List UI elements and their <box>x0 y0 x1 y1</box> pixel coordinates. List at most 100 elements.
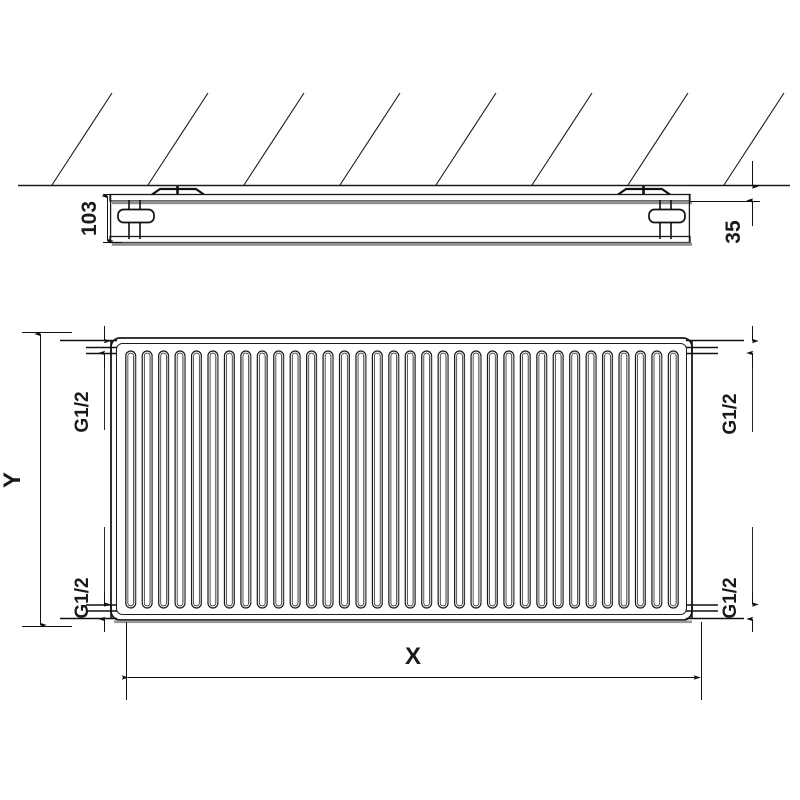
radiator-fin-inner <box>653 352 661 607</box>
dimension-thread-top-right: G1/2 <box>720 326 759 435</box>
radiator-fin-shadow <box>265 355 268 604</box>
radiator-fin-shadow <box>380 355 383 604</box>
radiator-fin-inner <box>357 352 365 607</box>
radiator-fin-shadow <box>216 355 218 604</box>
radiator-fin-inner <box>275 352 282 607</box>
connection-stub-top-right <box>686 339 744 355</box>
radiator-fin-shadow <box>314 355 317 604</box>
radiator-fin-inner <box>259 352 266 607</box>
connection-stub-bottom-right <box>686 604 744 620</box>
radiator-fin-inner <box>127 352 134 607</box>
wall-hatch-group <box>51 92 785 186</box>
radiator-fin-inner <box>637 352 644 607</box>
dimension-width-x: X <box>121 622 702 700</box>
dimension-thread-bottom-right: G1/2 <box>720 527 759 632</box>
wall-hatch-line <box>51 92 113 186</box>
bottom-panel-shadow <box>112 242 692 246</box>
radiator-fin-shadow <box>150 355 153 604</box>
radiator-fin-shadow <box>166 355 169 604</box>
radiator-fin-inner <box>390 352 397 607</box>
radiator-fin-inner <box>472 352 480 607</box>
radiator-fin-inner <box>620 352 628 607</box>
radiator-fin-shadow <box>545 355 547 604</box>
thread-label-top-right: G1/2 <box>720 393 741 434</box>
nipple-body <box>117 208 155 224</box>
radiator-fin-shadow <box>397 355 399 604</box>
radiator-fin-shadow <box>577 355 580 604</box>
radiator-fin-shadow <box>364 355 366 604</box>
radiator-fin-shadow <box>610 355 613 604</box>
radiator-fin-inner <box>143 352 151 607</box>
wall-hatch-line <box>627 92 689 186</box>
dimension-y-label: Y <box>0 472 26 488</box>
radiator-fin-shadow <box>413 355 416 604</box>
wall-hatch-line <box>531 92 593 186</box>
radiator-fin-shadow <box>479 355 481 604</box>
radiator-fin-inner <box>242 352 249 607</box>
radiator-fin-inner <box>209 352 217 607</box>
connection-nipple-left <box>117 200 155 239</box>
dimension-height-y: Y <box>0 331 72 628</box>
thread-label-bottom-right: G1/2 <box>720 577 741 618</box>
thread-label-top-left: G1/2 <box>72 391 93 432</box>
radiator-fin-inner <box>176 352 184 607</box>
radiator-fin-shadow <box>199 355 202 604</box>
bottom-panel-plate <box>109 235 691 244</box>
radiator-fin-inner <box>407 352 414 607</box>
shell-bottom-shadow <box>114 620 692 624</box>
radiator-fin-inner <box>308 352 315 607</box>
radiator-fin-shadow <box>495 355 498 604</box>
radiator-fin-inner <box>291 352 299 607</box>
radiator-fin-shadow <box>528 355 531 604</box>
radiator-fin-inner <box>160 352 167 607</box>
radiator-fin-shadow <box>643 355 646 604</box>
radiator-fin-shadow <box>331 355 333 604</box>
dimension-35-label: 35 <box>722 220 745 244</box>
wall-hatch-line <box>339 92 401 186</box>
radiator-fin-shadow <box>232 355 235 604</box>
radiator-fin-inner <box>538 352 545 607</box>
radiator-fin-inner <box>670 352 677 607</box>
radiator-fin-inner <box>587 352 595 607</box>
nipple-body <box>648 208 686 224</box>
dimension-35: 35 <box>690 161 760 244</box>
wall-hatch-line <box>243 92 305 186</box>
dimension-103-label: 103 <box>78 201 101 236</box>
radiator-fin-shadow <box>347 355 350 604</box>
radiator-fin-shadow <box>134 355 136 604</box>
front-elevation-view: G1/2 G1/2 G1/2 G1/2 <box>0 326 759 700</box>
radiator-fin-inner <box>489 352 496 607</box>
dimension-103: 103 <box>78 193 122 244</box>
dimension-thread-bottom-left: G1/2 <box>72 527 111 632</box>
radiator-fin-inner <box>193 352 200 607</box>
radiator-fin-inner <box>555 352 562 607</box>
radiator-fin-inner <box>456 352 463 607</box>
radiator-fin-shadow <box>429 355 432 604</box>
radiator-fin-inner <box>604 352 611 607</box>
radiator-fin-shadow <box>512 355 514 604</box>
radiator-fin-shadow <box>561 355 564 604</box>
radiator-fin-inner <box>374 352 381 607</box>
top-panel-shadow <box>112 201 692 205</box>
wall-hatch-line <box>147 92 209 186</box>
connection-nipple-right <box>648 200 686 239</box>
radiator-fin-inner <box>341 352 348 607</box>
radiator-fin-shadow <box>282 355 284 604</box>
radiator-fin-shadow <box>249 355 251 604</box>
connection-stub-bottom-left <box>60 604 117 620</box>
radiator-fin-shadow <box>446 355 449 604</box>
radiator-fin-inner <box>522 352 529 607</box>
side-section-view: 103 35 <box>18 92 790 246</box>
radiator-fin-inner <box>571 352 578 607</box>
radiator-inner-outline <box>116 343 687 615</box>
top-panel-plate <box>109 193 691 202</box>
radiator-fin-inner <box>324 352 332 607</box>
dimension-thread-top-left: G1/2 <box>72 326 111 433</box>
thread-label-bottom-left: G1/2 <box>72 577 93 618</box>
radiator-fin-group <box>125 350 679 609</box>
radiator-fin-shadow <box>183 355 185 604</box>
radiator-fin-shadow <box>594 355 597 604</box>
radiator-fin-shadow <box>462 355 465 604</box>
